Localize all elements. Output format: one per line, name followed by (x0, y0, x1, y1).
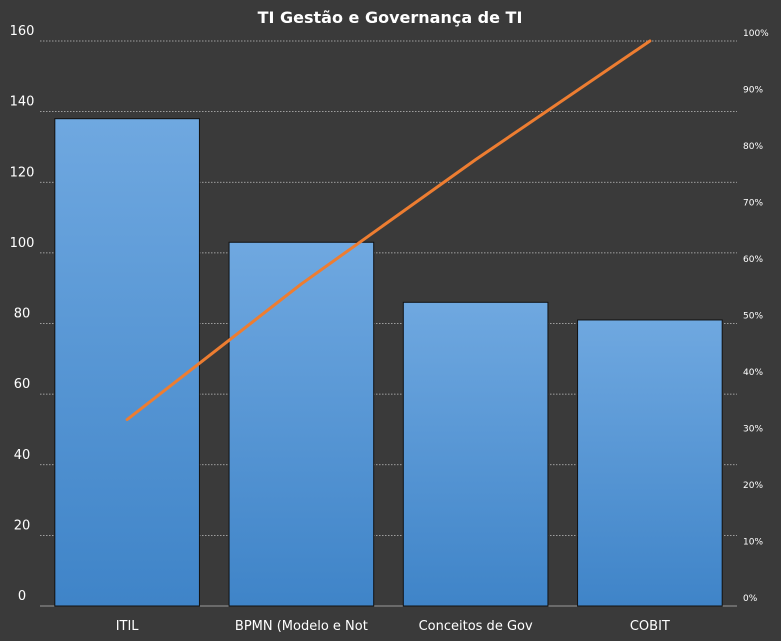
y-tick-label: 80 (14, 307, 31, 322)
category-axis: ITIL BPMN (Modelo e Not Conceitos de Gov CO… (116, 619, 670, 634)
gridlines (40, 40, 737, 607)
y2-tick-label: 50% (743, 312, 763, 322)
right-axis: 0% 10% 20% 30% 40% 50% 60% 70% 80% 90% 100% (743, 29, 769, 604)
y2-tick-label: 10% (743, 538, 763, 548)
cumulative-percent-line (125, 39, 652, 422)
x-tick-label: ITIL (116, 619, 140, 634)
y2-tick-label: 70% (743, 199, 763, 209)
y-tick-label: 0 (18, 589, 26, 604)
y-tick-label: 160 (10, 24, 35, 39)
y2-tick-label: 60% (743, 255, 763, 265)
y2-tick-label: 0% (743, 594, 758, 604)
y2-tick-label: 90% (743, 86, 763, 96)
y2-tick-label: 100% (743, 29, 769, 39)
bar-1 (54, 118, 200, 607)
bar-2 (228, 241, 375, 607)
bar-3 (402, 301, 549, 607)
cumulative-line (125, 39, 652, 422)
y2-tick-label: 40% (743, 368, 763, 378)
x-tick-label: COBIT (630, 619, 670, 634)
y-tick-label: 140 (10, 95, 35, 110)
left-axis: 0 20 40 60 80 100 120 140 160 (10, 24, 35, 604)
y-tick-label: 60 (14, 377, 31, 392)
y-tick-label: 120 (10, 165, 35, 180)
chart-title: TI Gestão e Governança de TI (258, 8, 523, 27)
bars (54, 118, 723, 607)
y-tick-label: 40 (14, 448, 31, 463)
bar-4 (577, 319, 723, 607)
y-tick-label: 100 (10, 236, 35, 251)
x-tick-label: Conceitos de Gov (419, 619, 533, 634)
y2-tick-label: 20% (743, 481, 763, 491)
x-tick-label: BPMN (Modelo e Not (235, 619, 368, 634)
y2-tick-label: 80% (743, 142, 763, 152)
y2-tick-label: 30% (743, 425, 763, 435)
y-tick-label: 20 (14, 518, 31, 533)
